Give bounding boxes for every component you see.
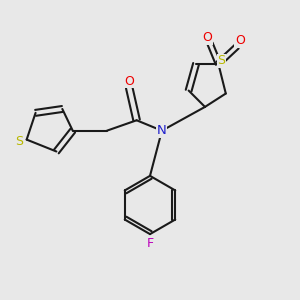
Text: S: S: [217, 54, 225, 67]
Text: S: S: [15, 136, 23, 148]
Text: O: O: [202, 31, 212, 44]
Text: N: N: [157, 124, 167, 137]
Text: O: O: [235, 34, 245, 47]
Text: F: F: [146, 236, 154, 250]
Text: O: O: [124, 74, 134, 88]
